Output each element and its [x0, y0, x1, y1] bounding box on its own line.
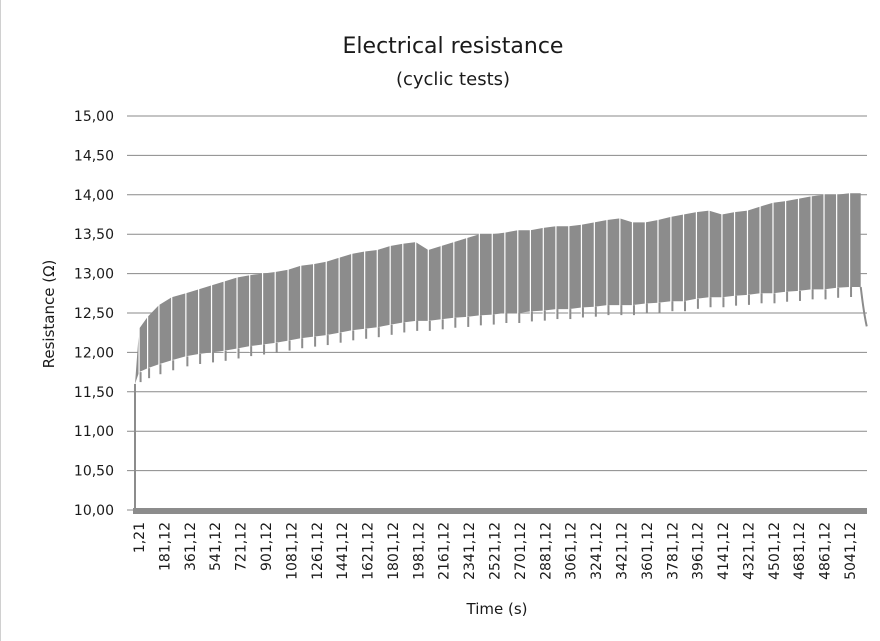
- y-tick-label: 14,00: [74, 188, 114, 204]
- y-tick-label: 11,00: [74, 424, 114, 440]
- x-axis-tick-labels: 1,21 181,12 361,12 541,12 721,12 901,12 1081,1…: [132, 522, 859, 580]
- x-tick-label: 4861,12: [818, 522, 834, 580]
- tail-drop: [859, 286, 868, 327]
- x-tick-label: 361,12: [183, 522, 199, 571]
- y-tick-label: 13,50: [74, 227, 114, 243]
- y-tick-label: 13,00: [74, 267, 114, 283]
- x-tick-label: 3061,12: [564, 522, 580, 580]
- x-tick-label: 1261,12: [310, 522, 326, 580]
- y-axis-tick-labels: 10,00 10,50 11,00 11,50 12,00 12,50 13,00 13,50…: [74, 109, 114, 519]
- x-tick-label: 541,12: [208, 522, 224, 571]
- x-tick-label: 3601,12: [640, 522, 656, 580]
- x-tick-label: 1081,12: [284, 522, 300, 580]
- x-tick-label: 3961,12: [691, 522, 707, 580]
- chart-subtitle: (cyclic tests): [396, 69, 510, 90]
- x-tick-label: 2341,12: [462, 522, 478, 580]
- x-tick-label: 1621,12: [361, 522, 377, 580]
- x-tick-label: 4141,12: [716, 522, 732, 580]
- y-tick-label: 12,00: [74, 345, 114, 361]
- x-tick-label: 4321,12: [741, 522, 757, 580]
- x-tick-label: 721,12: [234, 522, 250, 571]
- x-tick-label: 3241,12: [589, 522, 605, 580]
- chart-title: Electrical resistance: [343, 34, 564, 59]
- series-band: [135, 193, 861, 384]
- y-tick-label: 11,50: [74, 385, 114, 401]
- series-area: [133, 192, 868, 514]
- y-tick-label: 10,50: [74, 464, 114, 480]
- x-tick-label: 2881,12: [538, 522, 554, 580]
- x-tick-label: 2521,12: [488, 522, 504, 580]
- y-axis-label: Resistance (Ω): [40, 260, 58, 369]
- x-axis-label: Time (s): [466, 600, 528, 618]
- x-tick-label: 2161,12: [437, 522, 453, 580]
- x-tick-label: 1981,12: [411, 522, 427, 580]
- x-tick-label: 1801,12: [386, 522, 402, 580]
- x-tick-label: 5041,12: [843, 522, 859, 580]
- x-tick-label: 3421,12: [615, 522, 631, 580]
- x-tick-label: 1,21: [132, 522, 148, 553]
- baseline-bar: [133, 508, 867, 514]
- y-tick-label: 15,00: [74, 109, 114, 125]
- x-tick-label: 1441,12: [335, 522, 351, 580]
- x-tick-label: 181,12: [157, 522, 173, 571]
- x-tick-label: 901,12: [259, 522, 275, 571]
- x-tick-label: 2701,12: [513, 522, 529, 580]
- x-tick-label: 4501,12: [767, 522, 783, 580]
- x-tick-label: 3781,12: [665, 522, 681, 580]
- y-tick-label: 10,00: [74, 503, 114, 519]
- y-tick-label: 12,50: [74, 306, 114, 322]
- x-tick-label: 4681,12: [792, 522, 808, 580]
- y-tick-label: 14,50: [74, 148, 114, 164]
